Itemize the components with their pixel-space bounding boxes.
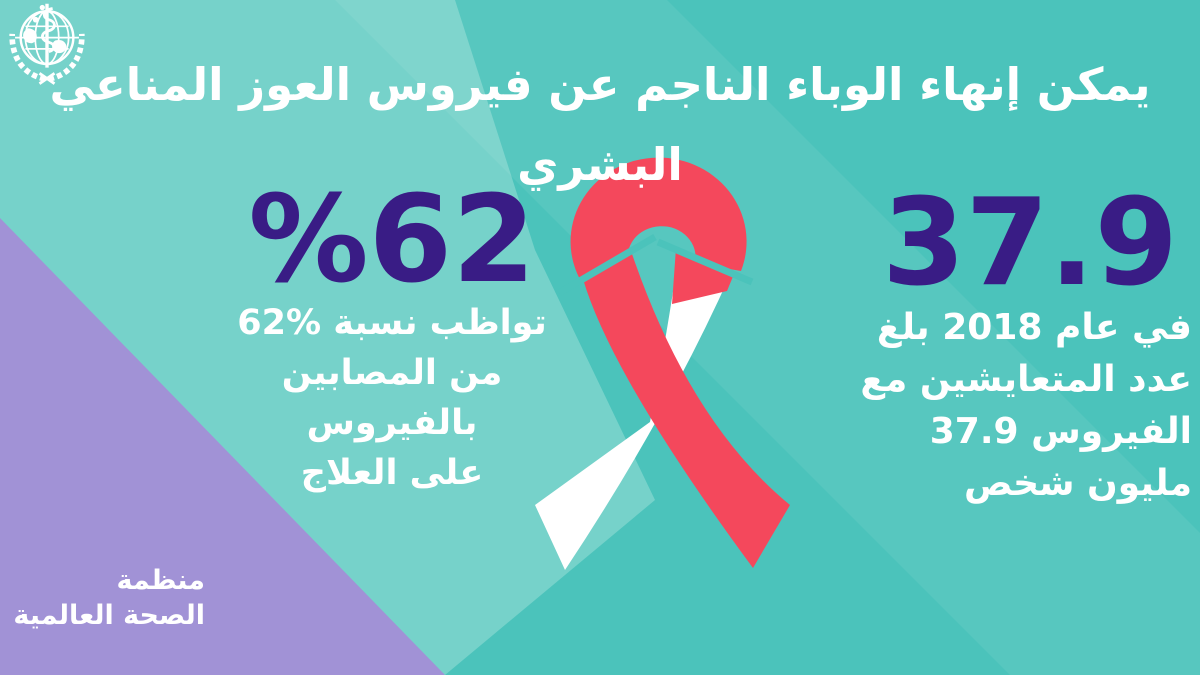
ribbon-gap-right	[656, 238, 754, 286]
snake	[41, 7, 56, 54]
headline: يمكن إنهاء الوباء الناجم عن فيروس العوز …	[49, 58, 1151, 191]
ribbon-red-segment	[672, 248, 734, 304]
ribbon-red-band	[583, 251, 790, 568]
right-stat-caption-line-1: في عام 2018 بلغ	[876, 307, 1192, 348]
ribbon-loop	[570, 157, 747, 283]
left-stat-caption-line-2: من المصابين بالفيروس	[281, 353, 503, 443]
right-stat-caption-line-4: مليون شخص	[964, 463, 1192, 504]
who-org-name-line-1: منظمة	[116, 565, 205, 596]
light-diagonal-beam	[335, 0, 1200, 675]
purple-corner-triangle	[0, 218, 445, 675]
who-org-name-line-2: الصحة العالمية	[13, 600, 205, 631]
who-logo-text: منظمة الصحة العالمية	[0, 563, 205, 633]
left-stat-caption: تواظب نسبة %62 من المصابين بالفيروس على …	[217, 298, 567, 498]
left-stat-caption-line-3: على العلاج	[300, 453, 484, 493]
laurel-left	[9, 33, 46, 82]
right-stat-caption: في عام 2018 بلغ عدد المتعايشين مع الفيرو…	[792, 302, 1192, 510]
left-stat-caption-line-1: تواظب نسبة %62	[237, 303, 547, 343]
laurel-base	[38, 72, 56, 85]
right-stat-caption-line-3: الفيروس 37.9	[929, 411, 1192, 452]
ribbon-gap-left	[557, 233, 657, 297]
laurel-right	[48, 33, 85, 82]
right-stat-caption-line-2: عدد المتعايشين مع	[860, 359, 1192, 400]
continent-east	[52, 39, 67, 54]
continent-north	[32, 16, 39, 23]
continent-west	[23, 28, 37, 44]
right-stat-value: 37.9	[881, 174, 1179, 313]
snake-head	[39, 4, 45, 11]
who-emblem-icon	[9, 3, 85, 85]
left-stat-value: %62	[248, 171, 536, 310]
ribbon-white-band	[535, 251, 731, 570]
